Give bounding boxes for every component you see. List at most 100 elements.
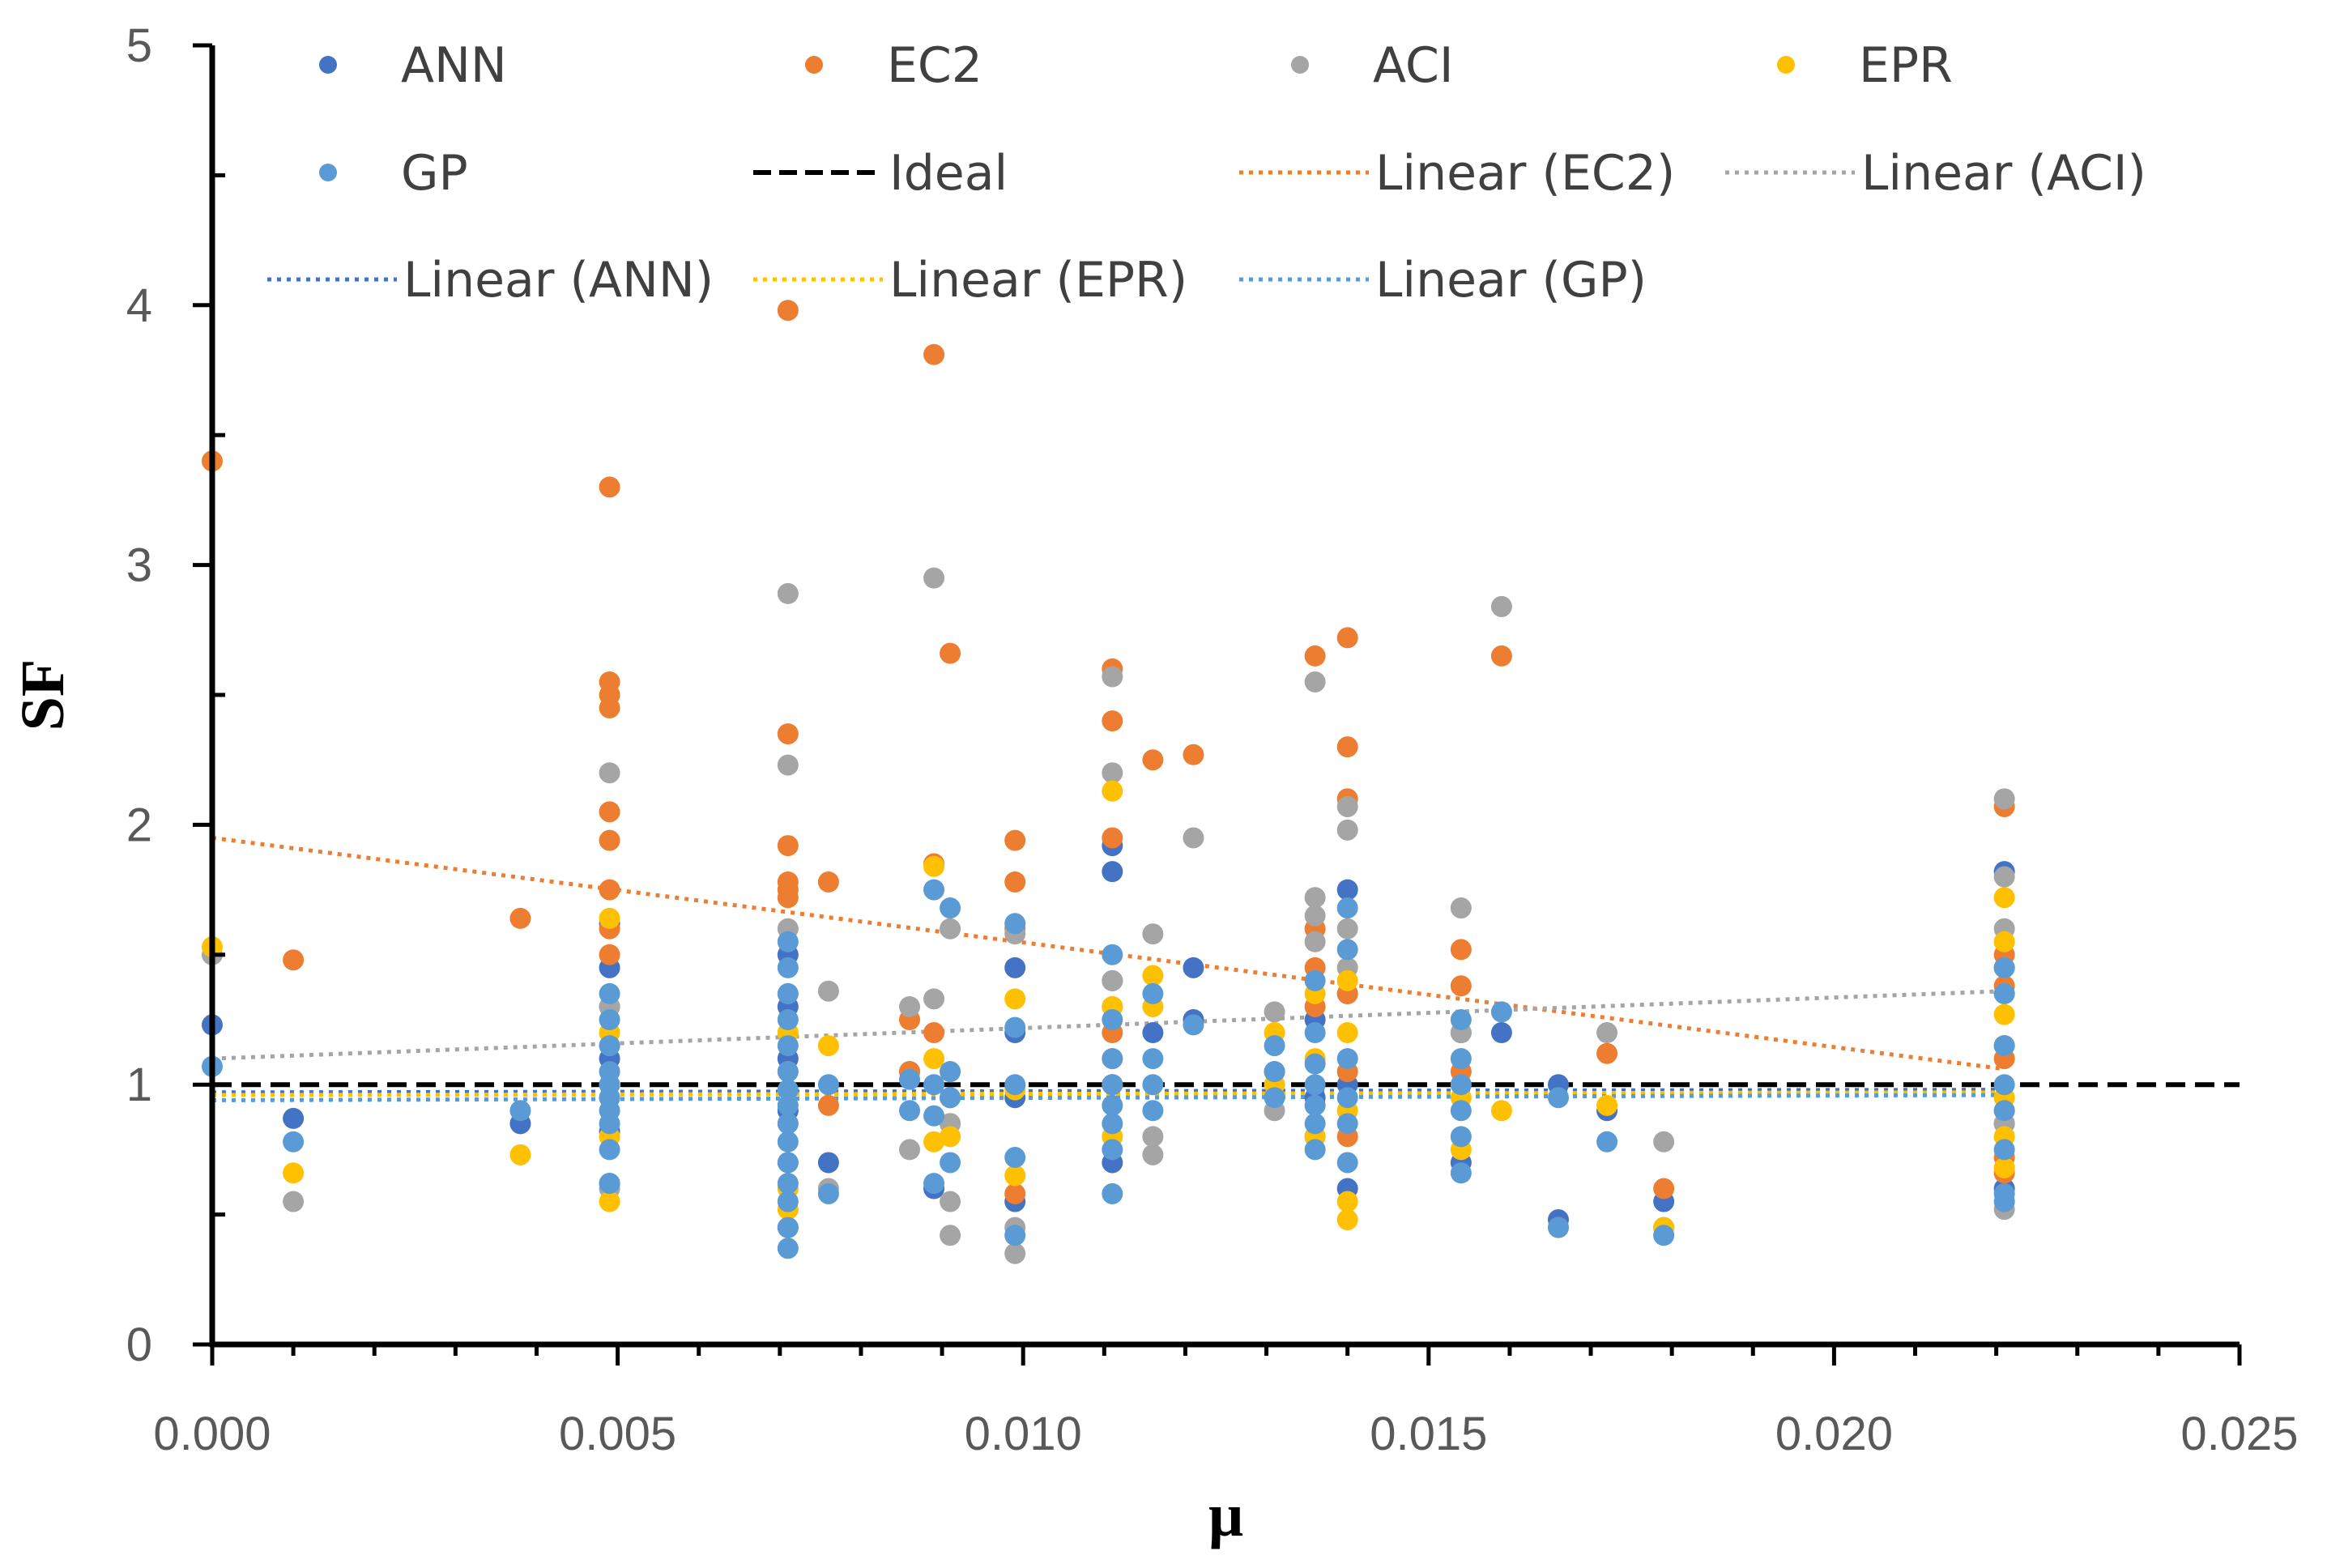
point-aci (283, 1191, 305, 1212)
legend-label: ANN (401, 37, 507, 94)
point-gp (1102, 1074, 1123, 1096)
point-gp (1336, 897, 1358, 919)
axes (193, 43, 2242, 1366)
point-aci (1304, 671, 1326, 692)
point-gp (1490, 1001, 1512, 1023)
point-gp (1336, 939, 1358, 961)
x-tick-label: 0.025 (2180, 1408, 2298, 1460)
point-aci (777, 754, 799, 776)
y-tick-label: 0 (126, 1319, 152, 1371)
point-epr (817, 1035, 839, 1057)
point-epr (1336, 1191, 1358, 1212)
point-ec2 (599, 697, 620, 719)
point-aci (1993, 788, 2015, 810)
point-ec2 (777, 887, 799, 909)
legend-entry-gp: GP (319, 145, 468, 202)
y-axis-title: SF (9, 659, 77, 731)
legend-label: Linear (GP) (1375, 252, 1647, 309)
point-aci (899, 995, 921, 1017)
point-aci (1102, 969, 1123, 991)
point-gp (1547, 1087, 1569, 1109)
point-epr (1336, 1022, 1358, 1044)
point-gp (1142, 982, 1164, 1004)
y-tick-label: 4 (126, 279, 152, 332)
point-gp (1102, 1113, 1123, 1135)
legend-entry-epr: EPR (1777, 37, 1953, 94)
point-epr (599, 1191, 620, 1212)
point-ec2 (1004, 829, 1026, 851)
x-tick-label: 0.010 (965, 1408, 1082, 1460)
point-gp (777, 1079, 799, 1101)
point-epr (923, 855, 945, 877)
legend-label: Linear (EPR) (889, 252, 1187, 309)
point-ec2 (1102, 710, 1123, 732)
point-gp (1142, 1074, 1164, 1096)
y-tick-label: 2 (126, 799, 152, 851)
legend-label: EC2 (887, 37, 982, 94)
point-aci (923, 567, 945, 589)
point-aci (1142, 1144, 1164, 1165)
point-epr (1596, 1094, 1618, 1116)
point-aci (1993, 866, 2015, 888)
point-ann (817, 1152, 839, 1174)
point-gp (509, 1100, 531, 1122)
point-gp (940, 1061, 961, 1083)
point-gp (1304, 1074, 1326, 1096)
legend-entry-ec2: EC2 (805, 37, 982, 94)
point-gp (1450, 1074, 1472, 1096)
legend-entry-linear-ann: Linear (ANN) (267, 252, 714, 309)
point-epr (1993, 1157, 2015, 1178)
point-gp (1004, 1225, 1026, 1246)
point-gp (1336, 1048, 1358, 1070)
point-ec2 (599, 879, 620, 901)
point-gp (1004, 913, 1026, 935)
point-ec2 (599, 829, 620, 851)
point-gp (940, 1152, 961, 1174)
point-gp (1102, 1139, 1123, 1161)
point-gp (1993, 1139, 2015, 1161)
point-aci (1304, 905, 1326, 927)
point-gp (1304, 1094, 1326, 1116)
point-ec2 (923, 343, 945, 365)
point-ec2 (923, 1022, 945, 1044)
point-gp (1993, 957, 2015, 978)
legend-label: Linear (EC2) (1375, 145, 1675, 202)
point-aci (1264, 1001, 1285, 1023)
point-ec2 (1450, 939, 1472, 961)
x-axis-title: μ (1208, 1481, 1243, 1549)
point-epr (923, 1131, 945, 1153)
point-aci (899, 1139, 921, 1161)
point-ann (1490, 1022, 1512, 1044)
point-gp (777, 1094, 799, 1116)
point-aci (940, 918, 961, 940)
point-gp (1450, 1009, 1472, 1030)
point-ann (1142, 1022, 1164, 1044)
point-gp (1450, 1048, 1472, 1070)
point-aci (1450, 897, 1472, 919)
point-gp (283, 1131, 305, 1153)
point-ec2 (1336, 627, 1358, 649)
point-gp (1102, 1048, 1123, 1070)
legend-label: Linear (ACI) (1861, 145, 2146, 202)
point-gp (923, 1074, 945, 1096)
point-aci (1142, 923, 1164, 945)
legend-entry-linear-gp: Linear (GP) (1239, 252, 1647, 309)
point-gp (1336, 1152, 1358, 1174)
point-epr (1490, 1100, 1512, 1122)
point-ann (283, 1107, 305, 1129)
point-gp (1596, 1131, 1618, 1153)
legend-entry-ann: ANN (319, 37, 507, 94)
point-gp (777, 1238, 799, 1259)
point-ec2 (1596, 1042, 1618, 1064)
point-gp (777, 1061, 799, 1083)
point-ann (1004, 957, 1026, 978)
point-ec2 (599, 944, 620, 965)
legend-entry-aci: ACI (1291, 37, 1454, 94)
point-epr (940, 1126, 961, 1148)
point-aci (940, 1191, 961, 1212)
point-epr (599, 907, 620, 929)
point-ec2 (1653, 1178, 1675, 1199)
legend: ANN EC2 ACI EPR GP Ideal Linear (EC2) Linear (A… (267, 37, 2146, 309)
legend-label: Ideal (889, 145, 1008, 202)
